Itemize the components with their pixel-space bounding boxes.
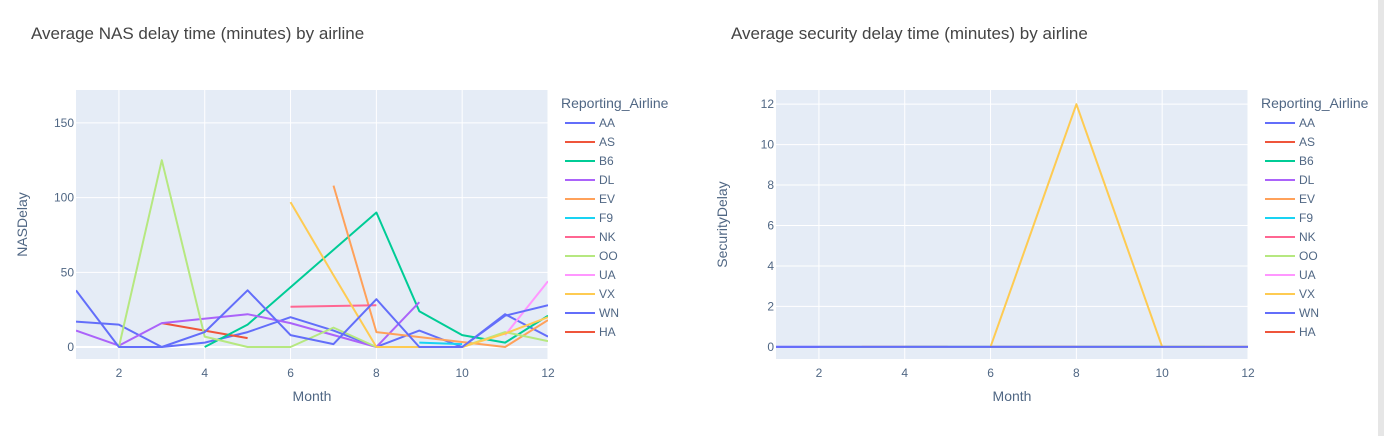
series-lines [776, 103, 1248, 348]
x-tick-label: 4 [201, 366, 208, 380]
y-tick-label: 0 [67, 340, 74, 354]
legend-label: UA [599, 268, 616, 282]
legend-item-wn[interactable]: WN [1265, 306, 1319, 320]
legend-title: Reporting_Airline [561, 95, 669, 111]
y-tick-label: 2 [767, 299, 774, 313]
plot-background [776, 90, 1248, 359]
series-line-b6[interactable] [204, 211, 548, 348]
x-tick-label: 6 [987, 366, 994, 380]
legend-label: AS [1299, 135, 1315, 149]
y-tick-label: 0 [767, 340, 774, 354]
y-axis-title: NASDelay [14, 192, 30, 257]
legend-label: AA [1299, 116, 1315, 130]
legend-label: HA [599, 325, 616, 339]
legend-label: B6 [1299, 154, 1314, 168]
series-line-f9[interactable] [419, 341, 463, 346]
nas-delay-chart: Average NAS delay time (minutes) by airl… [14, 24, 669, 404]
legend-label: OO [599, 249, 618, 263]
y-tick-label: 150 [54, 116, 74, 130]
legend-item-ha[interactable]: HA [1265, 325, 1316, 339]
legend-label: NK [1299, 230, 1316, 244]
legend-label: EV [599, 192, 615, 206]
legend-item-f9[interactable]: F9 [565, 211, 613, 225]
series-lines [76, 159, 549, 348]
legend-label: F9 [599, 211, 613, 225]
legend-item-aa[interactable]: AA [565, 116, 615, 130]
x-tick-label: 2 [116, 366, 123, 380]
legend-label: WN [1299, 306, 1319, 320]
y-tick-label: 8 [767, 178, 774, 192]
legend-item-as[interactable]: AS [1265, 135, 1315, 149]
chart-title: Average security delay time (minutes) by… [731, 24, 1088, 43]
x-tick-label: 8 [1073, 366, 1080, 380]
y-tick-label: 100 [54, 191, 74, 205]
series-line-ua[interactable] [504, 280, 548, 336]
series-line-wn[interactable] [76, 289, 548, 348]
y-tick-label: 10 [761, 138, 775, 152]
legend-item-vx[interactable]: VX [1265, 287, 1315, 301]
legend-item-aa[interactable]: AA [1265, 116, 1315, 130]
y-tick-label: 4 [767, 259, 774, 273]
legend-label: UA [1299, 268, 1316, 282]
x-tick-label: 6 [287, 366, 294, 380]
legend-item-ha[interactable]: HA [565, 325, 616, 339]
series-line-as[interactable] [161, 322, 248, 340]
legend-label: WN [599, 306, 619, 320]
x-tick-label: 12 [541, 366, 555, 380]
x-axis-title: Month [993, 388, 1032, 404]
chart-title: Average NAS delay time (minutes) by airl… [31, 24, 365, 43]
y-tick-label: 6 [767, 219, 774, 233]
legend-item-nk[interactable]: NK [1265, 230, 1316, 244]
legend-item-vx[interactable]: VX [565, 287, 615, 301]
x-tick-label: 10 [456, 366, 470, 380]
legend-item-ev[interactable]: EV [1265, 192, 1315, 206]
x-tick-label: 12 [1241, 366, 1255, 380]
legend-label: NK [599, 230, 616, 244]
legend-item-as[interactable]: AS [565, 135, 615, 149]
legend-item-ua[interactable]: UA [1265, 268, 1316, 282]
legend-item-oo[interactable]: OO [1265, 249, 1318, 263]
legend-item-wn[interactable]: WN [565, 306, 619, 320]
plot-background [76, 90, 548, 359]
legend-label: OO [1299, 249, 1318, 263]
series-line-nk[interactable] [290, 304, 377, 308]
legend-label: AA [599, 116, 615, 130]
legend-item-dl[interactable]: DL [565, 173, 615, 187]
legend-label: B6 [599, 154, 614, 168]
legend-item-nk[interactable]: NK [565, 230, 616, 244]
y-axis-title: SecurityDelay [714, 181, 730, 267]
legend-item-ev[interactable]: EV [565, 192, 615, 206]
y-tick-label: 50 [61, 265, 75, 279]
security-delay-chart: Average security delay time (minutes) by… [700, 0, 1386, 436]
legend-item-dl[interactable]: DL [1265, 173, 1315, 187]
legend-label: VX [1299, 287, 1315, 301]
y-tick-label: 12 [761, 97, 775, 111]
legend-item-f9[interactable]: F9 [1265, 211, 1313, 225]
legend-label: F9 [1299, 211, 1313, 225]
x-tick-label: 8 [373, 366, 380, 380]
legend-title: Reporting_Airline [1261, 95, 1369, 111]
security-delay-plot: 2 4 6 8 10 12 0 2 4 6 8 10 12 Month SecurityDelay Repor… [714, 90, 1369, 404]
legend-label: EV [1299, 192, 1315, 206]
legend-label: AS [599, 135, 615, 149]
legend-label: VX [599, 287, 615, 301]
nas-delay-plot: 2 4 6 8 10 12 0 50 100 150 Month NASDelay Reporting_… [14, 90, 669, 404]
legend-label: HA [1299, 325, 1316, 339]
x-tick-label: 10 [1156, 366, 1170, 380]
legend-item-oo[interactable]: OO [565, 249, 618, 263]
x-tick-label: 4 [901, 366, 908, 380]
series-line-ev[interactable] [332, 185, 549, 348]
x-axis-title: Month [293, 388, 332, 404]
legend-item-ua[interactable]: UA [565, 268, 616, 282]
legend-label: DL [1299, 173, 1315, 187]
legend-label: DL [599, 173, 615, 187]
x-tick-label: 2 [816, 366, 823, 380]
legend-item-b6[interactable]: B6 [565, 154, 614, 168]
vertical-scrollbar[interactable] [1378, 0, 1384, 436]
legend-item-b6[interactable]: B6 [1265, 154, 1314, 168]
